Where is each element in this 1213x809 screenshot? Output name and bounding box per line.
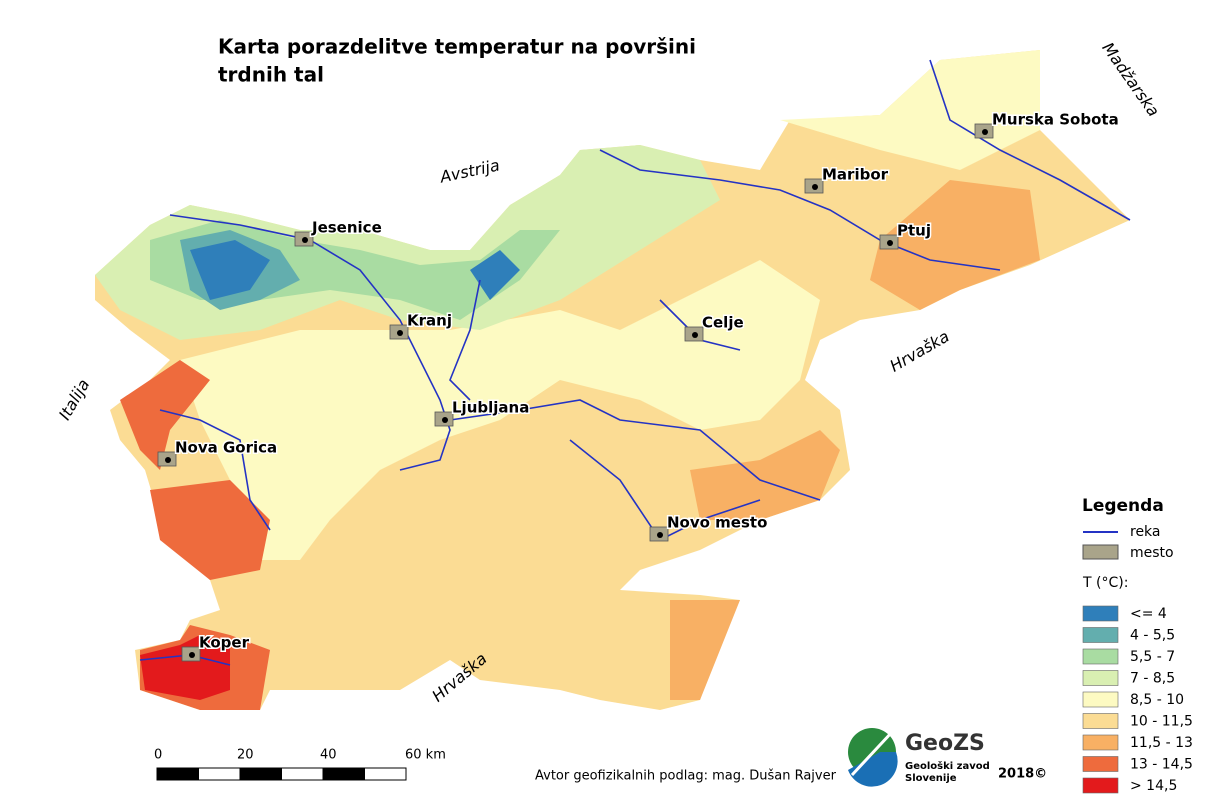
- scale-segment: [364, 767, 407, 781]
- river: [599, 149, 1001, 271]
- legend-subtitle: T (°C):: [1082, 575, 1128, 591]
- city-label: Novo mesto: [667, 514, 767, 532]
- city-point: [692, 332, 698, 338]
- zone: [180, 260, 820, 560]
- city-point: [302, 237, 308, 243]
- river: [159, 409, 271, 531]
- river: [929, 59, 1131, 221]
- title: Karta porazdelitve temperatur na površin…: [218, 35, 696, 59]
- legend-label: 11,5 - 13: [1130, 735, 1193, 751]
- year: 2018©: [998, 767, 1047, 782]
- river: [449, 279, 481, 401]
- neighbor-label: Madžarska: [1098, 39, 1163, 120]
- author: Avtor geofizikalnih podlag: mag. Dušan R…: [535, 769, 837, 784]
- logo-name: GeoZS: [905, 731, 985, 756]
- legend-label: 5,5 - 7: [1130, 649, 1175, 665]
- logo-mark: [848, 752, 898, 787]
- logo-text: Slovenije: [905, 773, 957, 784]
- legend-swatch: [1082, 648, 1119, 665]
- city-point: [397, 330, 403, 336]
- legend-swatch: [1082, 670, 1119, 686]
- legend-swatch: [1082, 756, 1119, 772]
- legend-swatch: [1082, 777, 1119, 794]
- legend-label: mesto: [1130, 545, 1174, 561]
- legend-label: <= 4: [1130, 606, 1167, 622]
- legend-label: 7 - 8,5: [1130, 671, 1175, 687]
- scale-segment: [322, 767, 365, 781]
- legend-swatch: [1082, 627, 1119, 643]
- neighbor-label: Hrvaška: [886, 327, 952, 376]
- zone: [670, 600, 740, 700]
- city-label: Ptuj: [897, 222, 931, 240]
- city-point: [442, 417, 448, 423]
- zone: [780, 50, 1040, 170]
- river: [449, 399, 821, 501]
- logo-mark: [850, 730, 894, 777]
- legend-label: > 14,5: [1130, 778, 1177, 794]
- scale-label: 60 km: [405, 748, 446, 763]
- legend-town: [1082, 544, 1119, 560]
- city-label: Celje: [702, 314, 744, 332]
- legend-label: 4 - 5,5: [1130, 628, 1175, 644]
- zone: [470, 250, 520, 300]
- city-point: [812, 184, 818, 190]
- city-label: Ljubljana: [452, 399, 529, 417]
- scale-segment: [156, 767, 199, 781]
- scale-segment: [281, 767, 324, 781]
- zone: [150, 480, 270, 580]
- zone: [870, 180, 1040, 310]
- zone: [690, 430, 840, 520]
- legend-label: 8,5 - 10: [1130, 692, 1184, 708]
- scale-label: 0: [154, 748, 162, 763]
- city-point: [982, 129, 988, 135]
- city-label: Maribor: [822, 166, 889, 184]
- neighbor-label: Avstrija: [437, 155, 501, 186]
- zone: [120, 360, 210, 470]
- scale-label: 20: [237, 748, 254, 763]
- city-point: [887, 240, 893, 246]
- legend-label: 13 - 14,5: [1130, 757, 1193, 773]
- legend-title: Legenda: [1082, 496, 1164, 516]
- city-label: Murska Sobota: [992, 111, 1119, 129]
- title: trdnih tal: [218, 63, 324, 87]
- legend-swatch: [1082, 605, 1119, 622]
- legend-swatch: [1082, 713, 1119, 729]
- river: [169, 214, 451, 471]
- city-label: Jesenice: [311, 219, 382, 237]
- zone: [140, 635, 230, 700]
- city-point: [657, 532, 663, 538]
- legend-label: reka: [1130, 524, 1161, 540]
- scale-segment: [198, 767, 241, 781]
- city-point: [189, 652, 195, 658]
- city-label: Nova Gorica: [175, 439, 277, 457]
- legend-label: 10 - 11,5: [1130, 714, 1193, 730]
- scale-label: 40: [320, 748, 337, 763]
- logo-text: Geološki zavod: [905, 760, 990, 772]
- city-label: Koper: [199, 634, 250, 652]
- scale-segment: [239, 767, 282, 781]
- neighbor-label: Italija: [55, 376, 93, 424]
- zone: [190, 240, 270, 300]
- city-point: [165, 457, 171, 463]
- legend-swatch: [1082, 691, 1119, 708]
- city-label: Kranj: [407, 312, 452, 330]
- legend-swatch: [1082, 734, 1119, 751]
